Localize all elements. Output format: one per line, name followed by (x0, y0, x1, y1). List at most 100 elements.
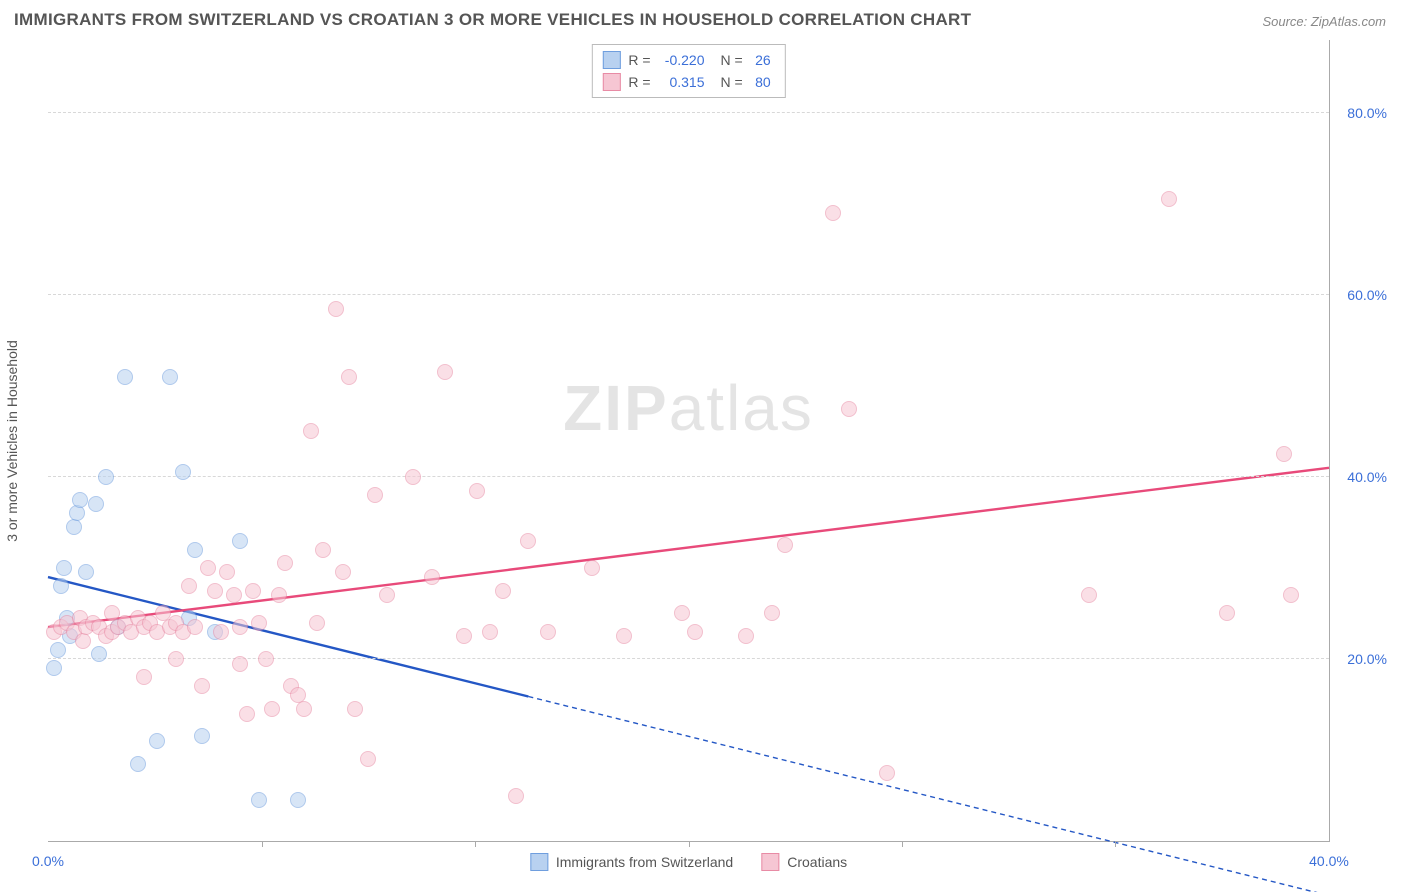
scatter-point-croat (200, 560, 216, 576)
scatter-point-croat (405, 469, 421, 485)
scatter-point-croat (841, 401, 857, 417)
x-tick (475, 841, 476, 847)
scatter-point-swiss (66, 519, 82, 535)
n-label: N = (721, 71, 743, 93)
scatter-point-swiss (53, 578, 69, 594)
scatter-point-swiss (50, 642, 66, 658)
scatter-point-croat (508, 788, 524, 804)
scatter-point-croat (1276, 446, 1292, 462)
n-value-croat: 80 (749, 71, 771, 93)
scatter-point-swiss (290, 792, 306, 808)
scatter-point-croat (341, 369, 357, 385)
scatter-point-croat (482, 624, 498, 640)
scatter-point-croat (328, 301, 344, 317)
scatter-point-croat (232, 619, 248, 635)
x-tick (689, 841, 690, 847)
scatter-point-croat (520, 533, 536, 549)
scatter-point-croat (584, 560, 600, 576)
scatter-point-croat (219, 564, 235, 580)
scatter-point-croat (251, 615, 267, 631)
scatter-point-croat (315, 542, 331, 558)
y-axis-title: 3 or more Vehicles in Household (4, 340, 20, 542)
watermark: ZIPatlas (563, 371, 814, 445)
scatter-point-swiss (162, 369, 178, 385)
scatter-point-croat (194, 678, 210, 694)
scatter-point-swiss (78, 564, 94, 580)
scatter-point-swiss (56, 560, 72, 576)
scatter-point-croat (495, 583, 511, 599)
scatter-point-croat (347, 701, 363, 717)
chart-title: IMMIGRANTS FROM SWITZERLAND VS CROATIAN … (14, 10, 971, 30)
swatch-croat (761, 853, 779, 871)
scatter-point-croat (207, 583, 223, 599)
swatch-croat (602, 73, 620, 91)
plot-area: ZIPatlas 3 or more Vehicles in Household… (48, 40, 1330, 842)
x-tick (902, 841, 903, 847)
scatter-point-croat (764, 605, 780, 621)
scatter-point-swiss (187, 542, 203, 558)
scatter-point-croat (825, 205, 841, 221)
bottom-legend-croat: Croatians (761, 853, 847, 871)
scatter-point-swiss (72, 492, 88, 508)
scatter-point-croat (379, 587, 395, 603)
scatter-point-croat (277, 555, 293, 571)
series-label-swiss: Immigrants from Switzerland (556, 854, 733, 870)
scatter-point-croat (187, 619, 203, 635)
scatter-point-croat (616, 628, 632, 644)
scatter-point-croat (309, 615, 325, 631)
correlation-legend: R = -0.220 N = 26 R = 0.315 N = 80 (591, 44, 785, 98)
scatter-point-croat (879, 765, 895, 781)
scatter-point-croat (777, 537, 793, 553)
gridline-h (48, 476, 1329, 477)
scatter-point-swiss (46, 660, 62, 676)
y-tick-label: 80.0% (1333, 105, 1387, 121)
scatter-point-croat (245, 583, 261, 599)
scatter-point-croat (258, 651, 274, 667)
scatter-point-croat (1219, 605, 1235, 621)
scatter-point-swiss (194, 728, 210, 744)
scatter-point-swiss (69, 505, 85, 521)
scatter-point-swiss (232, 533, 248, 549)
scatter-point-croat (239, 706, 255, 722)
n-label: N = (721, 49, 743, 71)
scatter-point-swiss (175, 464, 191, 480)
swatch-swiss (530, 853, 548, 871)
gridline-h (48, 112, 1329, 113)
scatter-point-croat (687, 624, 703, 640)
scatter-point-croat (213, 624, 229, 640)
scatter-point-croat (1081, 587, 1097, 603)
y-tick-label: 20.0% (1333, 651, 1387, 667)
y-tick-label: 40.0% (1333, 469, 1387, 485)
x-tick (262, 841, 263, 847)
scatter-point-croat (226, 587, 242, 603)
r-label: R = (628, 49, 650, 71)
scatter-point-croat (264, 701, 280, 717)
series-label-croat: Croatians (787, 854, 847, 870)
scatter-point-swiss (91, 646, 107, 662)
r-label: R = (628, 71, 650, 93)
bottom-legend-swiss: Immigrants from Switzerland (530, 853, 733, 871)
scatter-point-croat (75, 633, 91, 649)
scatter-point-croat (271, 587, 287, 603)
legend-row-swiss: R = -0.220 N = 26 (602, 49, 770, 71)
x-tick (1115, 841, 1116, 847)
scatter-point-croat (1283, 587, 1299, 603)
r-value-swiss: -0.220 (657, 49, 705, 71)
scatter-point-croat (367, 487, 383, 503)
scatter-point-swiss (117, 369, 133, 385)
scatter-point-croat (738, 628, 754, 644)
x-tick-label: 0.0% (32, 853, 64, 869)
x-tick-label: 40.0% (1309, 853, 1349, 869)
scatter-point-croat (232, 656, 248, 672)
scatter-point-croat (168, 651, 184, 667)
bottom-legend: Immigrants from Switzerland Croatians (530, 853, 847, 871)
scatter-point-croat (335, 564, 351, 580)
trendlines-svg (48, 40, 1329, 841)
legend-row-croat: R = 0.315 N = 80 (602, 71, 770, 93)
n-value-swiss: 26 (749, 49, 771, 71)
scatter-point-croat (1161, 191, 1177, 207)
swatch-swiss (602, 51, 620, 69)
scatter-point-croat (303, 423, 319, 439)
source-label: Source: ZipAtlas.com (1262, 14, 1386, 29)
chart-container: ZIPatlas 3 or more Vehicles in Household… (48, 40, 1392, 842)
